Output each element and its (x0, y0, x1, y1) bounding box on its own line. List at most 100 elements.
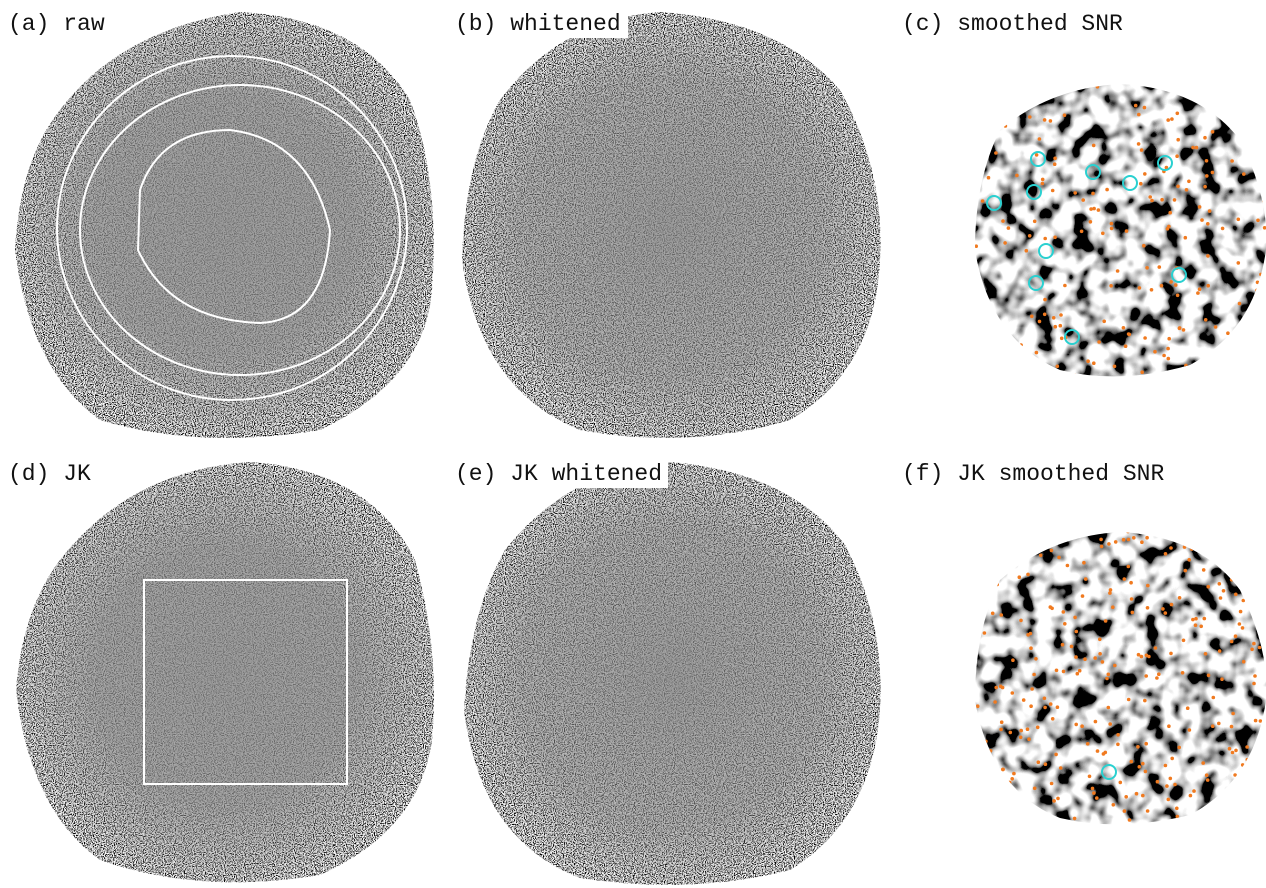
candidate-dot (1210, 130, 1215, 134)
candidate-dot (1233, 773, 1237, 777)
candidate-dot (1150, 198, 1154, 203)
candidate-dot (1111, 803, 1116, 807)
candidate-dot (1021, 698, 1026, 702)
candidate-dot (1155, 779, 1160, 784)
candidate-dot (1108, 722, 1112, 726)
candidate-dot (1217, 721, 1221, 726)
candidate-dot (1161, 607, 1165, 611)
candidate-dot (1165, 227, 1170, 231)
candidate-dot (1206, 584, 1210, 589)
candidate-dot (1252, 681, 1256, 686)
candidate-dot (1163, 552, 1168, 556)
candidate-dot (1259, 272, 1263, 277)
candidate-dot (1029, 646, 1033, 650)
candidate-dot (1203, 184, 1207, 189)
candidate-dot (1118, 780, 1123, 785)
candidate-dot (1145, 266, 1149, 270)
candidate-dot (1141, 761, 1145, 766)
candidate-dot (1102, 319, 1106, 324)
candidate-dot (1123, 344, 1128, 349)
candidate-dot (1134, 791, 1139, 796)
candidate-dot (984, 739, 988, 744)
candidates (975, 532, 1265, 825)
candidate-dot (1038, 553, 1043, 558)
candidate-dot (1204, 773, 1209, 777)
candidate-dot (1139, 654, 1144, 659)
candidate-dot (1262, 199, 1266, 203)
candidate-dot (1019, 728, 1023, 733)
candidate-dot (1256, 218, 1260, 223)
candidate-dot (1164, 165, 1169, 170)
panel-label: (b) whitened (455, 11, 621, 37)
detection (1122, 175, 1138, 191)
candidate-dot (993, 700, 997, 704)
candidate-dot (975, 275, 980, 279)
candidate-dot (1090, 786, 1095, 791)
candidate-dot (1187, 179, 1191, 184)
candidate-dot (1086, 359, 1090, 364)
candidate-dot (1197, 815, 1201, 819)
candidate-dot (1059, 336, 1064, 341)
candidate-dot (1175, 293, 1180, 298)
candidate-dot (975, 609, 977, 613)
candidate-dot (975, 624, 976, 629)
candidate-dot (1143, 769, 1148, 774)
candidate-dot (1237, 301, 1242, 306)
candidate-dot (1196, 291, 1200, 295)
candidate-dot (1200, 218, 1204, 222)
candidate-dot (1197, 205, 1202, 209)
detection (1101, 764, 1117, 780)
candidate-dot (1105, 676, 1109, 681)
candidate-dot (1253, 565, 1257, 570)
region-box (143, 579, 348, 785)
candidate-dot (1253, 718, 1258, 723)
candidate-dot (1229, 724, 1234, 729)
candidate-dot (1061, 610, 1066, 614)
candidate-dot (1024, 248, 1029, 253)
candidate-dot (1065, 80, 1069, 84)
candidate-dot (1001, 767, 1005, 772)
candidate-dot (1252, 565, 1256, 569)
candidate-dot (1001, 219, 1005, 223)
candidate-dot (1136, 652, 1141, 657)
candidate-dot (1069, 644, 1074, 649)
candidate-dot (1048, 605, 1053, 609)
snr-map (975, 532, 1266, 825)
candidate-dot (1032, 672, 1036, 677)
candidate-dot (1145, 535, 1149, 540)
candidate-dot (1098, 652, 1102, 656)
candidate-dot (1054, 668, 1059, 673)
candidate-dot (1013, 103, 1018, 108)
candidate-dot (1185, 706, 1190, 710)
candidate-dot (1245, 745, 1249, 749)
candidate-dot (999, 613, 1004, 617)
candidate-dot (1115, 269, 1120, 273)
candidate-dot (1059, 80, 1063, 84)
candidate-dot (1028, 631, 1033, 636)
candidate-dot (1113, 663, 1117, 668)
candidate-dot (1240, 339, 1244, 344)
candidate-dot (1167, 724, 1171, 728)
candidate-dot (1043, 297, 1047, 302)
candidate-dot (1206, 673, 1211, 678)
candidate-dot (1241, 659, 1246, 664)
candidate-dot (1136, 142, 1141, 146)
candidate-dot (1257, 316, 1261, 320)
candidate-dot (998, 372, 1002, 377)
candidate-dot (1202, 616, 1207, 621)
contours (56, 55, 408, 401)
candidate-dot (1180, 375, 1185, 377)
candidate-dot (1142, 243, 1146, 248)
candidate-dot (1042, 118, 1047, 122)
candidate-dot (1054, 752, 1058, 757)
candidate-dot (1116, 742, 1120, 747)
candidate-dot (1231, 711, 1235, 716)
candidate-dot (1122, 577, 1127, 581)
candidate-dot (1194, 145, 1199, 150)
candidate-dot (1258, 719, 1263, 723)
candidate-dot (1015, 173, 1019, 178)
candidate-dot (1037, 319, 1042, 324)
candidate-dot (998, 684, 1003, 689)
candidate-dot (1108, 588, 1113, 592)
candidate-dot (1193, 623, 1198, 627)
